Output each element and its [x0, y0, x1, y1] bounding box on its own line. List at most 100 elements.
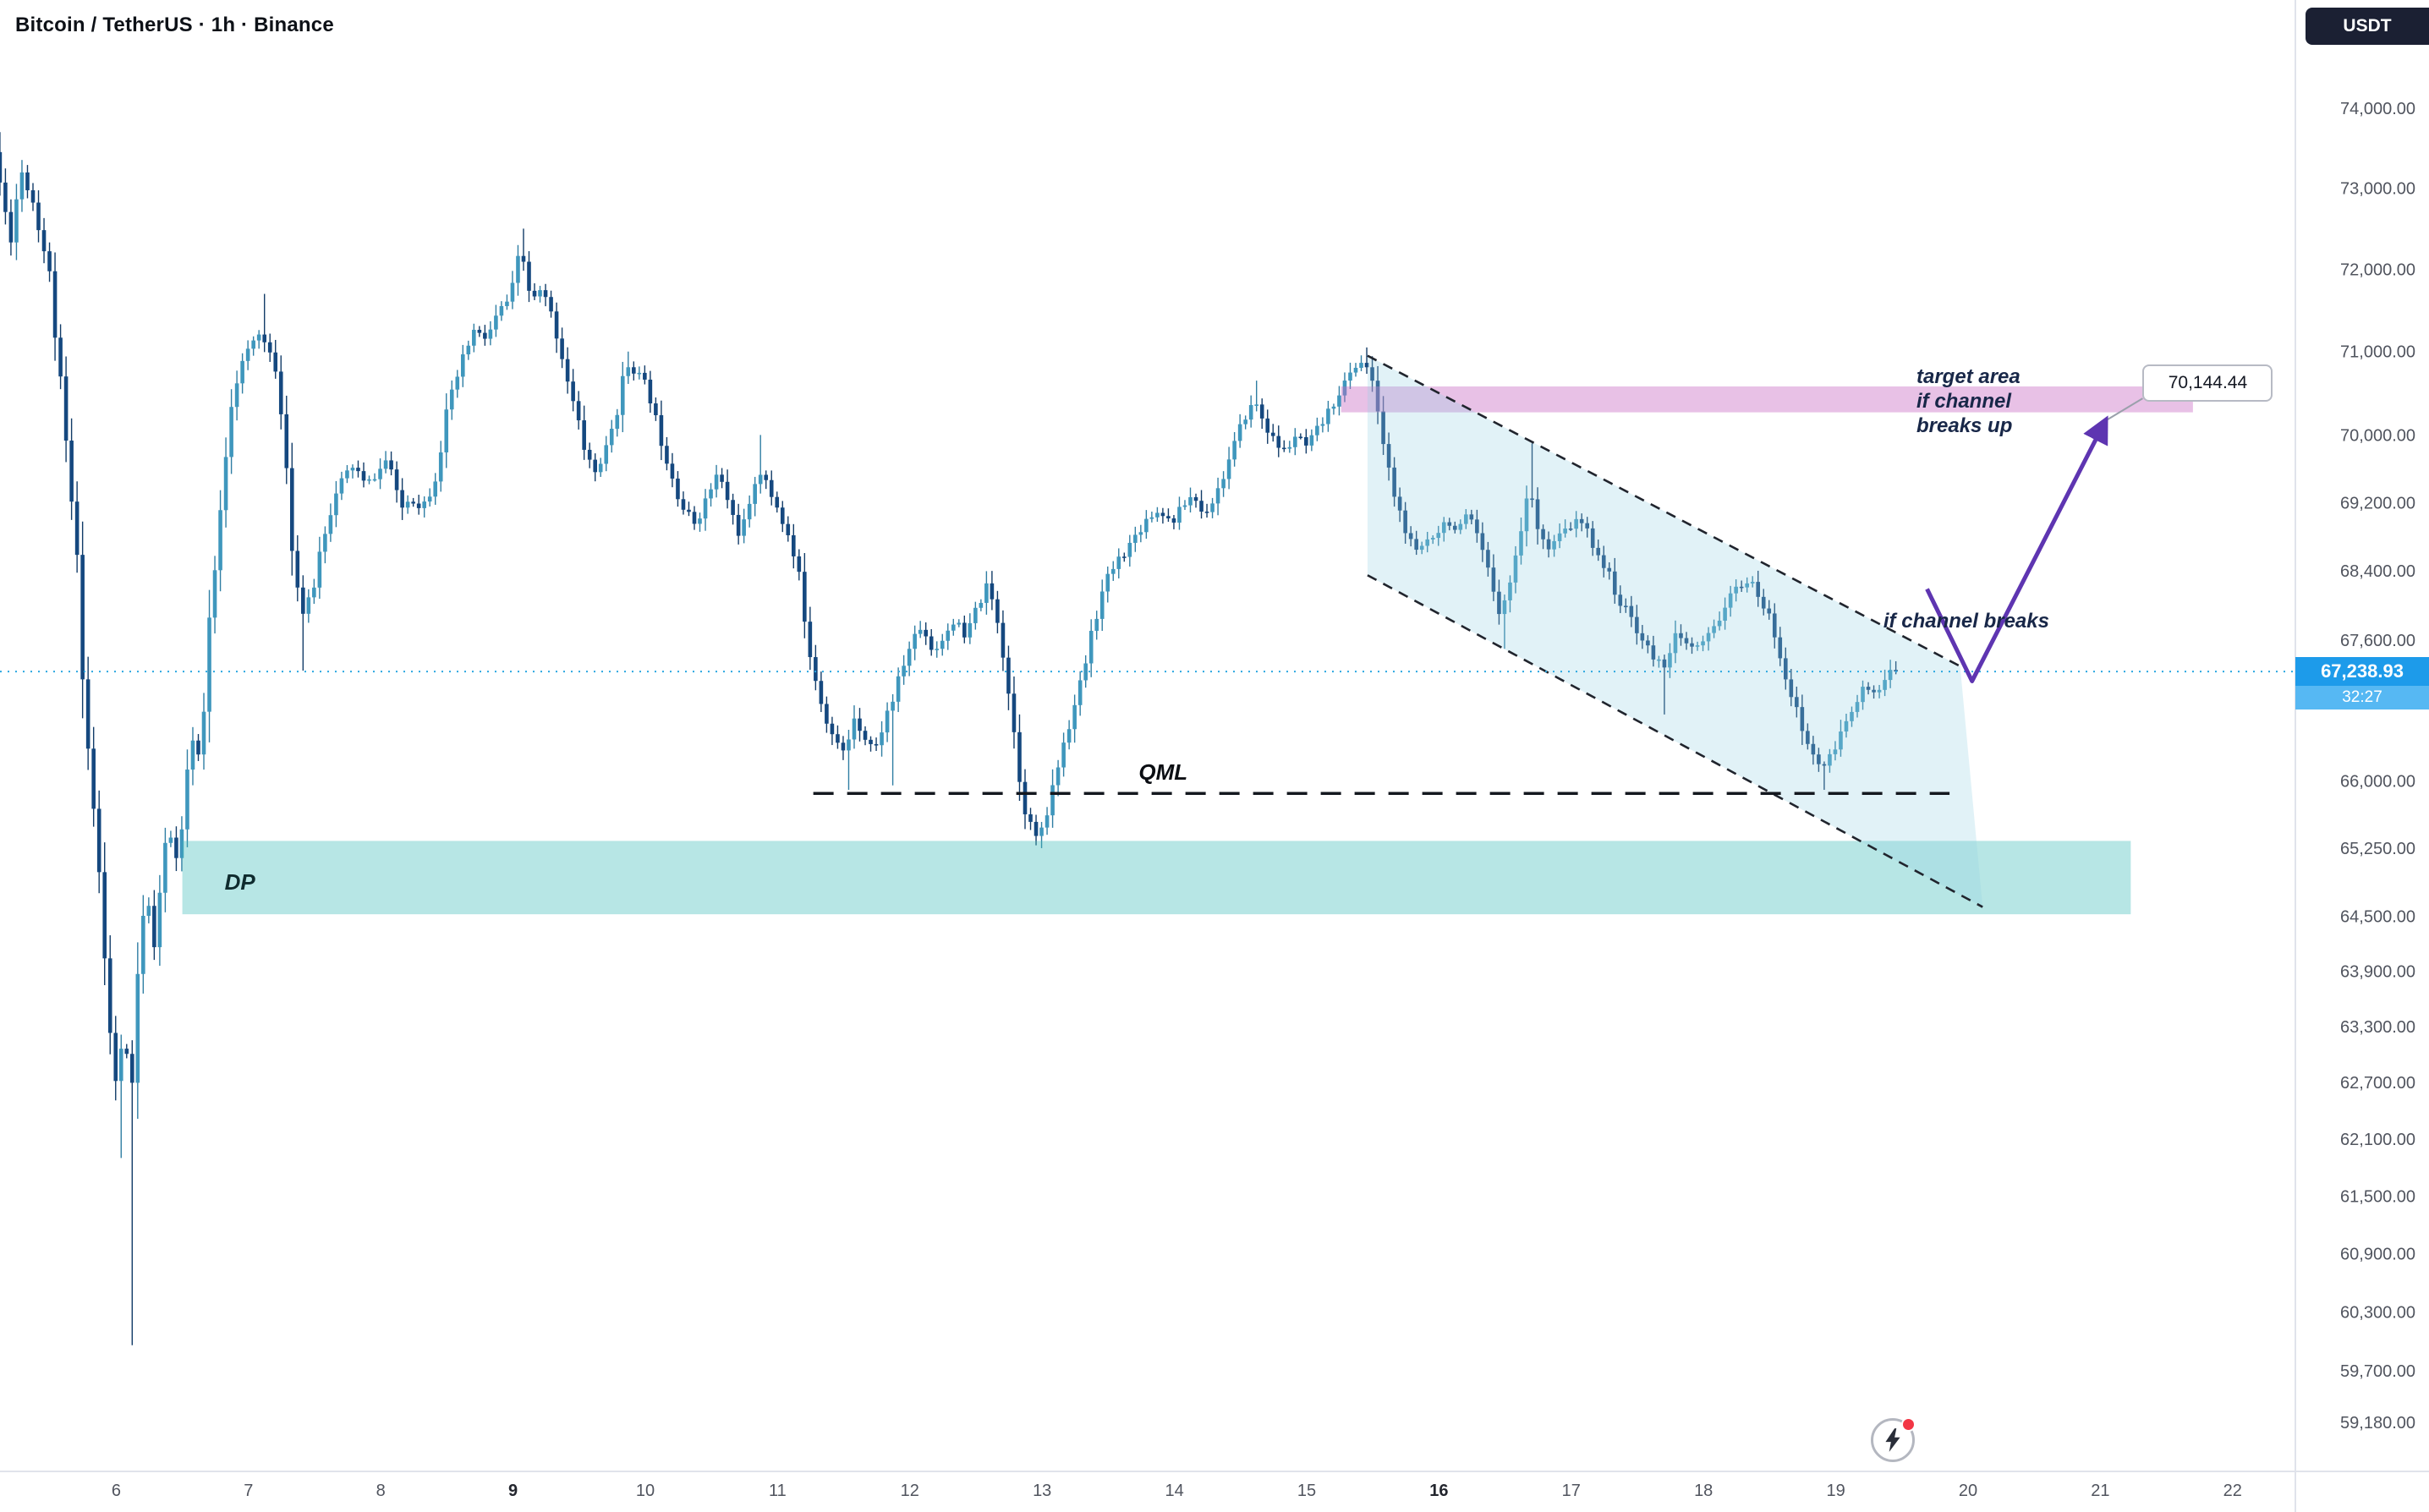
candle-body [995, 599, 1000, 623]
candle-body [1844, 720, 1849, 732]
candle-body [1872, 689, 1876, 693]
candle-body [1110, 568, 1116, 574]
price-callout[interactable]: 70,144.44 [2142, 364, 2273, 403]
candle-body [582, 420, 586, 450]
candle-body [736, 514, 741, 536]
candle-body [775, 496, 780, 508]
candle-body [918, 629, 923, 634]
candle-body [1822, 764, 1827, 766]
candle-body [957, 622, 962, 625]
target-zone[interactable] [1341, 386, 2193, 413]
candle-body [14, 199, 19, 243]
candle-body [328, 515, 333, 534]
dp-zone[interactable] [182, 841, 2131, 915]
candle-body [1612, 571, 1617, 595]
candle-body [731, 500, 735, 515]
candle-body [1624, 605, 1628, 608]
candle-body [510, 282, 515, 302]
time-tick-label: 16 [1429, 1482, 1448, 1500]
candle-body [1199, 501, 1204, 512]
candle-body [1464, 514, 1468, 524]
candle-body [323, 534, 327, 552]
candle-body [129, 1054, 134, 1083]
candle-body [973, 607, 978, 623]
candle-body [339, 478, 344, 494]
target-area-note[interactable]: target area if channel breaks up [1916, 364, 2021, 438]
candle-body [1657, 659, 1661, 661]
price-tick-label: 69,200.00 [2340, 494, 2415, 512]
candle-body [1348, 372, 1352, 381]
candle-body [1182, 505, 1187, 507]
time-tick-label: 19 [1826, 1482, 1845, 1500]
candle-body [196, 740, 200, 755]
candle-body [1155, 512, 1160, 518]
price-tick-label: 59,180.00 [2340, 1414, 2415, 1433]
candle-body [422, 501, 426, 508]
candle-body [659, 414, 664, 446]
symbol-title[interactable]: Bitcoin / TetherUS · 1h · Binance [15, 14, 334, 36]
candle-body [1077, 680, 1083, 705]
candle-body [1475, 519, 1479, 534]
candle-body [549, 297, 553, 312]
reaction-lightning-button[interactable] [1871, 1417, 1916, 1462]
candle-body [786, 523, 791, 535]
candle-body [179, 829, 184, 858]
last-price-badge[interactable]: 67,238.93 32:27 [2295, 657, 2429, 710]
channel-lower-line[interactable] [1367, 574, 1983, 908]
time-tick-label: 9 [508, 1482, 518, 1500]
price-tick-label: 67,600.00 [2340, 632, 2415, 650]
candle-body [1750, 582, 1755, 583]
candle-body [1133, 534, 1138, 543]
dp-label[interactable]: DP [224, 868, 255, 895]
candle-body [1629, 605, 1634, 617]
candle-body [1441, 522, 1446, 534]
price-tick-label: 60,300.00 [2340, 1303, 2415, 1322]
currency-toggle-usdt[interactable]: USDT [2306, 8, 2429, 45]
candle-body [1552, 540, 1556, 550]
time-axis[interactable] [0, 1471, 2295, 1512]
time-tick-label: 15 [1297, 1482, 1316, 1500]
channel-upper-line[interactable] [1367, 354, 1961, 668]
candle-body [1226, 459, 1231, 479]
candle-body [852, 718, 857, 740]
candle-body [560, 338, 564, 359]
time-tick-label: 14 [1165, 1482, 1183, 1500]
candle-body [907, 649, 912, 666]
callout-tail [2107, 397, 2143, 420]
candle-body [1408, 533, 1413, 540]
qml-label[interactable]: QML [1138, 759, 1188, 786]
candle-body [1833, 749, 1838, 754]
candle-body [267, 342, 272, 353]
time-tick-label: 12 [901, 1482, 919, 1500]
candle-body [1458, 523, 1463, 530]
candle-body [394, 469, 399, 490]
candle-body [1491, 567, 1496, 592]
candle-body [1894, 670, 1898, 672]
candle-body [984, 583, 989, 603]
candle-body [709, 489, 713, 499]
candle-body [223, 457, 228, 511]
candle-body [1745, 583, 1749, 588]
candle-body [372, 479, 377, 481]
channel-break-note[interactable]: if channel breaks [1883, 610, 2049, 633]
candle-body [913, 633, 917, 649]
candle-body [278, 371, 283, 414]
candle-body [637, 372, 642, 375]
candle-body [1497, 591, 1501, 615]
candle-body [1166, 516, 1171, 519]
channel-fill[interactable] [1367, 355, 1983, 907]
candle-body [742, 519, 746, 536]
candle-body [47, 251, 52, 271]
candle-body [251, 340, 255, 349]
candle-body [1337, 395, 1341, 407]
candle-body [1006, 657, 1011, 694]
candle-body [1640, 633, 1645, 641]
candle-body [1381, 411, 1385, 445]
candle-body [780, 507, 785, 524]
candle-body [1662, 659, 1667, 668]
candle-body [791, 534, 796, 556]
price-axis[interactable] [2295, 0, 2429, 1471]
candle-body [1524, 498, 1529, 532]
projection-arrow[interactable] [1925, 415, 2108, 683]
